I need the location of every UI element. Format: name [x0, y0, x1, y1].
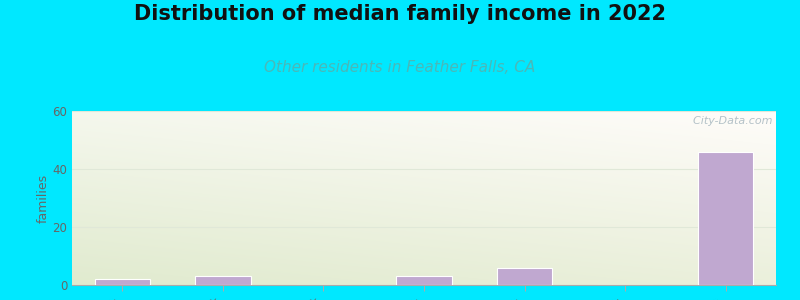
Bar [396, 276, 452, 285]
Bar [195, 276, 250, 285]
Y-axis label: families: families [37, 173, 50, 223]
Text: Distribution of median family income in 2022: Distribution of median family income in … [134, 4, 666, 25]
Bar [497, 268, 552, 285]
Text: Other residents in Feather Falls, CA: Other residents in Feather Falls, CA [264, 60, 536, 75]
Text: City-Data.com: City-Data.com [686, 116, 773, 126]
Bar [698, 152, 754, 285]
Bar [94, 279, 150, 285]
